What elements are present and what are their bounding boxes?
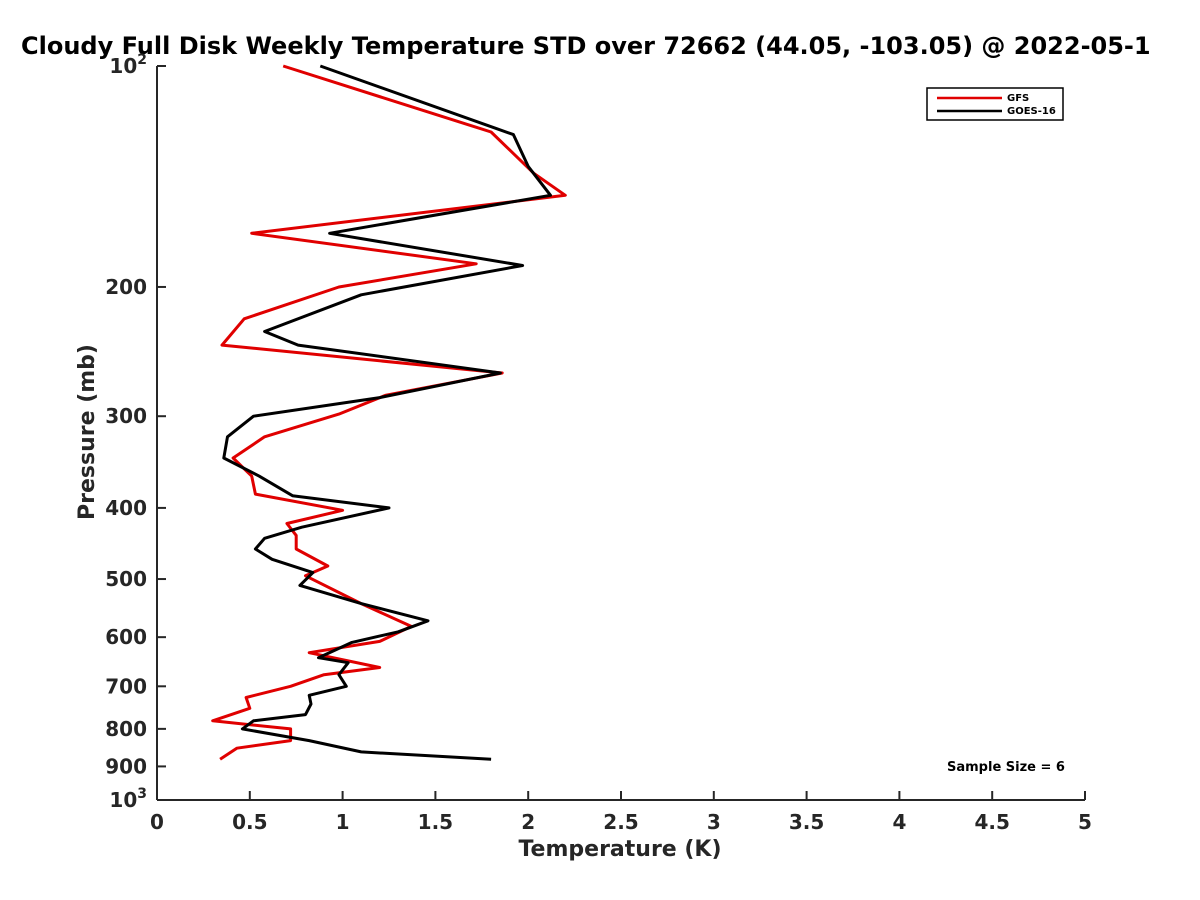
x-tick-label: 2 [521, 810, 535, 834]
y-tick-label: 700 [105, 674, 147, 698]
x-tick-label: 0.5 [232, 810, 267, 834]
y-tick-label: 500 [105, 567, 147, 591]
y-tick-label: 900 [105, 754, 147, 778]
x-tick-label: 3 [707, 810, 721, 834]
y-tick-label: 102 [109, 52, 147, 78]
y-tick-label: 103 [109, 786, 147, 812]
legend-box [926, 87, 1064, 121]
series-line-gfs [211, 64, 567, 761]
y-axis-label: Pressure (mb) [75, 344, 100, 520]
plot-area: 0 0.5 1 1.5 2 2.5 3 3.5 4 4.5 5 102 200 300 400 500 600 7… [105, 52, 1092, 834]
legend-label-gfs: GFS [1007, 93, 1029, 104]
x-tick-label: 5 [1078, 810, 1092, 834]
x-tick-label: 3.5 [789, 810, 824, 834]
y-tick-label: 200 [105, 275, 147, 299]
y-tick-label: 800 [105, 717, 147, 741]
x-tick-label: 2.5 [603, 810, 638, 834]
y-tick-label: 400 [105, 496, 147, 520]
x-tick-label: 1.5 [418, 810, 453, 834]
y-tick-label: 600 [105, 625, 147, 649]
x-axis-label: Temperature (K) [518, 837, 721, 862]
chart-title: Cloudy Full Disk Weekly Temperature STD … [21, 32, 1151, 60]
x-tick-label: 4 [892, 810, 906, 834]
legend: GFS GOES-16 [926, 87, 1064, 121]
y-tick-label: 300 [105, 404, 147, 428]
x-tick-label: 4.5 [974, 810, 1009, 834]
series-line-goes16 [222, 64, 552, 761]
legend-label-goes16: GOES-16 [1007, 106, 1056, 117]
x-tick-label: 1 [336, 810, 350, 834]
x-tick-label: 0 [150, 810, 164, 834]
sample-size-annotation: Sample Size = 6 [947, 760, 1065, 775]
